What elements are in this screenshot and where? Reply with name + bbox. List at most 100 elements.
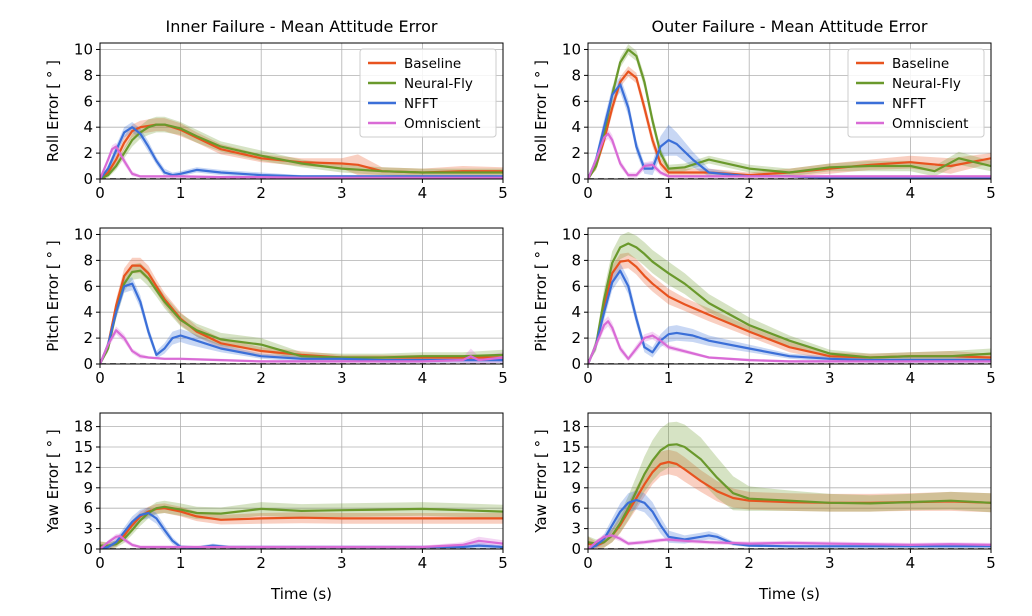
legend-label: Neural-Fly bbox=[404, 76, 473, 92]
y-axis-label: Roll Error [ ° ] bbox=[44, 60, 62, 162]
x-tick-label: 1 bbox=[664, 184, 674, 202]
band-baseline bbox=[588, 449, 991, 549]
series-line-nfft bbox=[100, 126, 503, 179]
series-line-baseline bbox=[100, 507, 503, 549]
x-tick-label: 1 bbox=[176, 369, 186, 387]
series-line-neural-fly bbox=[100, 123, 503, 179]
subplot-title: Outer Failure - Mean Attitude Error bbox=[652, 17, 928, 36]
x-tick-label: 5 bbox=[986, 184, 996, 202]
x-tick-label: 3 bbox=[337, 184, 347, 202]
axes-frame bbox=[99, 227, 504, 365]
legend-box bbox=[359, 48, 497, 138]
band-baseline bbox=[100, 503, 503, 549]
y-tick-label: 6 bbox=[571, 277, 581, 295]
legend-label: Omniscient bbox=[404, 116, 480, 132]
x-tick-label: 1 bbox=[176, 184, 186, 202]
plot-area bbox=[100, 500, 503, 549]
series-line-neural-fly bbox=[100, 269, 503, 364]
x-tick-label: 2 bbox=[256, 554, 266, 572]
band-neural-fly bbox=[100, 116, 503, 179]
band-nfft bbox=[588, 490, 991, 549]
y-tick-label: 6 bbox=[571, 499, 581, 517]
legend-box bbox=[847, 48, 985, 138]
legend-label: NFFT bbox=[892, 96, 926, 112]
y-tick-label: 15 bbox=[562, 438, 581, 456]
y-tick-label: 4 bbox=[83, 303, 93, 321]
axes-frame bbox=[587, 412, 992, 550]
y-tick-label: 6 bbox=[83, 277, 93, 295]
y-tick-label: 12 bbox=[74, 458, 93, 476]
series-line-omniscient bbox=[588, 320, 991, 364]
legend: Baseline Neural-Fly NFFT Omniscient bbox=[359, 48, 497, 138]
series-line-omniscient bbox=[100, 534, 503, 549]
series-line-omniscient bbox=[588, 132, 991, 179]
band-baseline bbox=[588, 66, 991, 179]
legend-label: NFFT bbox=[404, 96, 438, 112]
y-tick-label: 8 bbox=[83, 66, 93, 84]
series-line-nfft bbox=[588, 269, 991, 364]
y-tick-label: 0 bbox=[571, 540, 581, 558]
band-nfft bbox=[588, 263, 991, 364]
series-line-omniscient bbox=[100, 329, 503, 364]
x-tick-label: 0 bbox=[583, 554, 593, 572]
legend-label: Baseline bbox=[892, 56, 949, 72]
legend-label: Baseline bbox=[404, 56, 461, 72]
y-tick-label: 9 bbox=[571, 479, 581, 497]
x-tick-label: 5 bbox=[498, 554, 508, 572]
y-tick-label: 8 bbox=[571, 66, 581, 84]
y-tick-label: 10 bbox=[74, 225, 93, 243]
y-tick-label: 3 bbox=[83, 520, 93, 538]
y-tick-label: 10 bbox=[74, 40, 93, 58]
x-tick-label: 1 bbox=[176, 554, 186, 572]
x-tick-label: 2 bbox=[256, 184, 266, 202]
y-axis-label: Roll Error [ ° ] bbox=[532, 60, 550, 162]
x-tick-label: 1 bbox=[664, 369, 674, 387]
y-tick-label: 2 bbox=[571, 144, 581, 162]
x-tick-label: 5 bbox=[986, 554, 996, 572]
series-line-nfft bbox=[588, 83, 991, 179]
x-tick-label: 5 bbox=[986, 369, 996, 387]
x-tick-label: 2 bbox=[744, 554, 754, 572]
y-tick-label: 6 bbox=[571, 92, 581, 110]
series-line-neural-fly bbox=[588, 48, 991, 179]
x-tick-label: 1 bbox=[664, 554, 674, 572]
band-neural-fly bbox=[100, 263, 503, 364]
y-tick-label: 4 bbox=[571, 303, 581, 321]
y-tick-label: 18 bbox=[562, 418, 581, 436]
x-tick-label: 0 bbox=[583, 184, 593, 202]
plot-area bbox=[588, 231, 991, 364]
subplot-outer-pitch: 0 1 2 3 4 5 0 2 4 6 8 10 Pitch Error [ ° ] bbox=[532, 225, 996, 387]
axes-frame bbox=[99, 412, 504, 550]
x-tick-label: 3 bbox=[337, 554, 347, 572]
series-line-omniscient bbox=[588, 534, 991, 549]
series-line-neural-fly bbox=[588, 443, 991, 545]
x-tick-label: 0 bbox=[95, 554, 105, 572]
x-tick-label: 3 bbox=[825, 554, 835, 572]
band-nfft bbox=[588, 76, 991, 179]
legend: Baseline Neural-Fly NFFT Omniscient bbox=[847, 48, 985, 138]
series-line-omniscient bbox=[100, 145, 503, 179]
axes-frame bbox=[99, 42, 504, 180]
y-tick-label: 0 bbox=[83, 355, 93, 373]
y-tick-label: 2 bbox=[83, 144, 93, 162]
x-tick-label: 4 bbox=[418, 369, 428, 387]
x-axis-label: Time (s) bbox=[758, 585, 820, 603]
y-tick-label: 4 bbox=[571, 118, 581, 136]
band-neural-fly bbox=[588, 421, 991, 549]
x-tick-label: 2 bbox=[744, 369, 754, 387]
plot-area bbox=[588, 421, 991, 549]
y-axis-label: Yaw Error [ ° ] bbox=[44, 429, 62, 533]
x-tick-label: 4 bbox=[906, 554, 916, 572]
subplot-inner-roll: 0 1 2 3 4 5 0 2 4 6 8 10 Roll Error [ ° ] Inner Failu… bbox=[44, 17, 508, 202]
band-nfft bbox=[100, 507, 503, 549]
series-line-nfft bbox=[100, 282, 503, 364]
subplot-inner-pitch: 0 1 2 3 4 5 0 2 4 6 8 10 Pitch Error [ ° ] bbox=[44, 225, 508, 387]
x-tick-label: 0 bbox=[583, 369, 593, 387]
x-tick-label: 4 bbox=[418, 184, 428, 202]
plot-area bbox=[100, 116, 503, 179]
y-tick-label: 6 bbox=[83, 499, 93, 517]
y-tick-label: 0 bbox=[83, 540, 93, 558]
y-tick-label: 12 bbox=[562, 458, 581, 476]
y-tick-label: 18 bbox=[74, 418, 93, 436]
